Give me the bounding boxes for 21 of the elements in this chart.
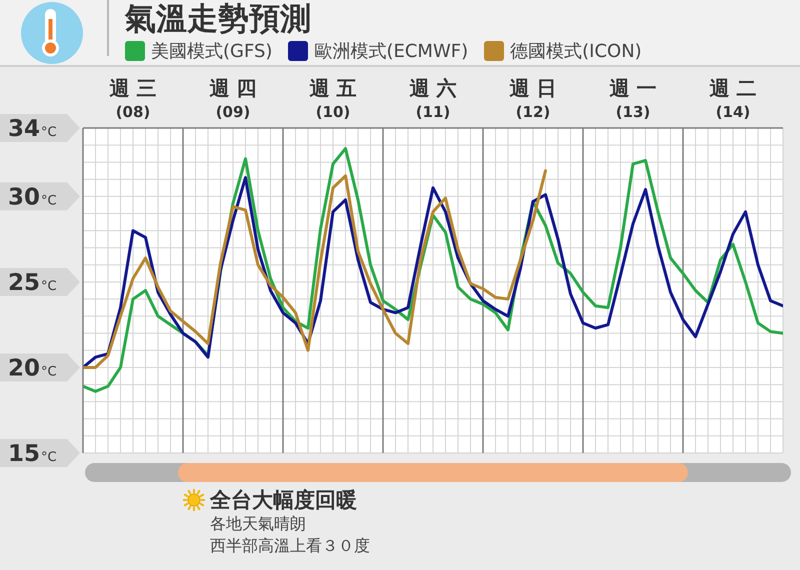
x-tick-label: 週 三 (08): [108, 76, 156, 121]
text: 全台大幅度回暖: [210, 487, 357, 513]
y-tick-label: 20°C: [8, 355, 57, 382]
chart-title: 氣溫走勢預測: [125, 1, 311, 37]
text: 各地天氣晴朗: [210, 513, 306, 534]
line-series: [83, 176, 783, 369]
x-tick-label: 週 二 (14): [708, 76, 756, 121]
y-tick-label: 15°C: [8, 441, 57, 467]
y-tick-label: 34°C: [8, 116, 57, 142]
x-tick-label: 週 五 (10): [308, 76, 356, 121]
line-series: [83, 169, 547, 369]
legend-label: 德國模式(ICON): [510, 40, 642, 63]
x-tick-label: 週 四 (09): [208, 76, 256, 121]
x-tick-label: 週 一 (13): [608, 76, 656, 121]
legend-label: 美國模式(GFS): [151, 40, 272, 63]
y-tick-label: 25°C: [8, 270, 57, 296]
y-tick-label: 30°C: [8, 184, 57, 210]
x-tick-label: 週 日 (12): [508, 76, 556, 121]
x-tick-label: 週 六 (11): [408, 76, 456, 121]
legend-label: 歐洲模式(ECMWF): [314, 40, 468, 63]
text: 西半部高溫上看３０度: [210, 535, 370, 556]
